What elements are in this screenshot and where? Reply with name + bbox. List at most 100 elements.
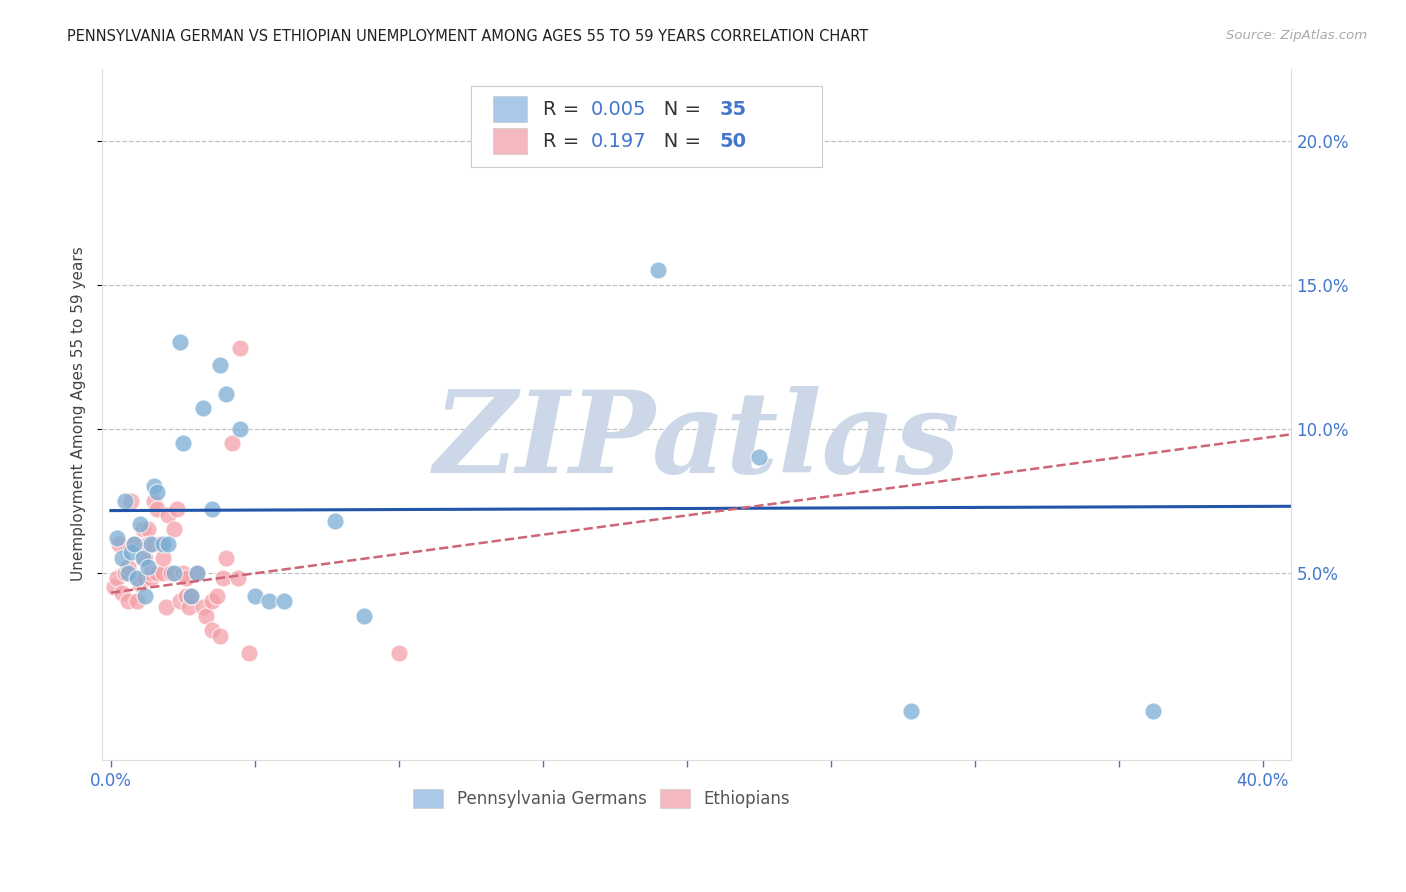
Point [229, 341, 252, 355]
Text: 0.197: 0.197 [591, 132, 647, 151]
Point [207, 589, 229, 603]
Point [215, 387, 238, 401]
Point [243, 589, 266, 603]
FancyBboxPatch shape [471, 86, 821, 168]
Point [143, 537, 166, 551]
Point [125, 594, 148, 608]
Text: Source: ZipAtlas.com: Source: ZipAtlas.com [1226, 29, 1367, 42]
Point [215, 551, 238, 566]
Point [146, 502, 169, 516]
Point [128, 516, 150, 531]
Point [221, 436, 243, 450]
Point [122, 537, 145, 551]
Point [238, 646, 260, 660]
Text: PENNSYLVANIA GERMAN VS ETHIOPIAN UNEMPLOYMENT AMONG AGES 55 TO 59 YEARS CORRELAT: PENNSYLVANIA GERMAN VS ETHIOPIAN UNEMPLO… [67, 29, 869, 44]
Point [273, 594, 295, 608]
Point [134, 589, 156, 603]
Point [172, 436, 194, 450]
Point [120, 545, 142, 559]
Point [152, 551, 174, 566]
Point [114, 493, 136, 508]
Point [146, 566, 169, 580]
Point [169, 335, 191, 350]
FancyBboxPatch shape [494, 96, 527, 122]
Point [174, 589, 197, 603]
Point [103, 580, 125, 594]
Point [125, 571, 148, 585]
Y-axis label: Unemployment Among Ages 55 to 59 years: Unemployment Among Ages 55 to 59 years [72, 247, 86, 582]
Point [111, 585, 134, 599]
Point [194, 608, 217, 623]
Point [143, 479, 166, 493]
Point [105, 571, 128, 585]
Point [209, 629, 232, 643]
Point [105, 531, 128, 545]
Point [388, 646, 411, 660]
Point [157, 537, 180, 551]
Point [201, 623, 224, 637]
Text: R =: R = [544, 132, 586, 151]
Point [141, 566, 163, 580]
Point [122, 537, 145, 551]
FancyBboxPatch shape [494, 128, 527, 154]
Text: 50: 50 [720, 132, 747, 151]
Point [134, 571, 156, 585]
Point [117, 566, 139, 580]
Point [257, 594, 280, 608]
Point [201, 502, 224, 516]
Point [141, 537, 163, 551]
Point [166, 502, 188, 516]
Point [353, 608, 375, 623]
Point [136, 522, 159, 536]
Point [647, 263, 669, 277]
Point [163, 566, 186, 580]
Point [325, 514, 347, 528]
Point [120, 493, 142, 508]
Point [134, 551, 156, 566]
Point [186, 566, 208, 580]
Point [177, 600, 200, 615]
Point [117, 594, 139, 608]
Point [155, 600, 177, 615]
Point [201, 594, 224, 608]
Point [186, 566, 208, 580]
Point [748, 450, 770, 465]
Point [163, 522, 186, 536]
Text: 35: 35 [720, 100, 747, 119]
Point [141, 571, 163, 585]
Point [900, 704, 922, 718]
Text: N =: N = [644, 100, 707, 119]
Point [169, 594, 191, 608]
Point [191, 401, 214, 416]
Point [212, 571, 235, 585]
Legend: Pennsylvania Germans, Ethiopians: Pennsylvania Germans, Ethiopians [406, 782, 797, 815]
Point [131, 551, 153, 566]
Point [136, 559, 159, 574]
Point [229, 421, 252, 435]
Text: ZIPatlas: ZIPatlas [433, 386, 960, 497]
Point [172, 566, 194, 580]
Point [152, 537, 174, 551]
Point [174, 571, 197, 585]
Point [149, 537, 172, 551]
Point [180, 589, 202, 603]
Point [111, 551, 134, 566]
Point [160, 566, 183, 580]
Point [108, 537, 131, 551]
Point [180, 589, 202, 603]
Point [131, 522, 153, 536]
Text: 0.005: 0.005 [591, 100, 647, 119]
Point [136, 537, 159, 551]
Point [146, 484, 169, 499]
Point [117, 559, 139, 574]
Point [209, 358, 232, 372]
Point [128, 577, 150, 591]
Point [191, 600, 214, 615]
Point [1142, 704, 1164, 718]
Point [114, 566, 136, 580]
Point [157, 508, 180, 522]
Point [152, 566, 174, 580]
Point [226, 571, 249, 585]
Text: R =: R = [544, 100, 586, 119]
Point [143, 493, 166, 508]
